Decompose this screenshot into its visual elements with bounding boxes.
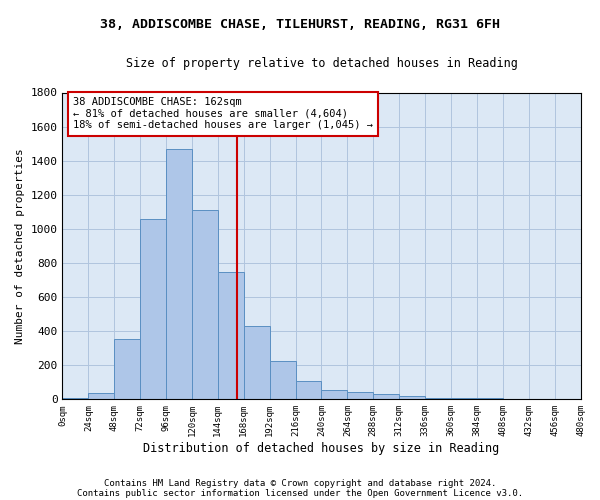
Bar bbox=[88, 394, 114, 400]
Bar bbox=[192, 210, 218, 400]
Bar bbox=[322, 390, 347, 400]
Bar bbox=[269, 361, 296, 400]
Bar bbox=[218, 272, 244, 400]
X-axis label: Distribution of detached houses by size in Reading: Distribution of detached houses by size … bbox=[143, 442, 500, 455]
Y-axis label: Number of detached properties: Number of detached properties bbox=[15, 148, 25, 344]
Bar bbox=[166, 149, 192, 400]
Text: Contains HM Land Registry data © Crown copyright and database right 2024.: Contains HM Land Registry data © Crown c… bbox=[104, 478, 496, 488]
Bar bbox=[425, 398, 451, 400]
Bar bbox=[244, 326, 269, 400]
Text: 38, ADDISCOMBE CHASE, TILEHURST, READING, RG31 6FH: 38, ADDISCOMBE CHASE, TILEHURST, READING… bbox=[100, 18, 500, 30]
Bar bbox=[399, 396, 425, 400]
Bar bbox=[140, 218, 166, 400]
Bar bbox=[62, 398, 88, 400]
Bar bbox=[477, 398, 503, 400]
Bar bbox=[451, 398, 477, 400]
Title: Size of property relative to detached houses in Reading: Size of property relative to detached ho… bbox=[125, 58, 517, 70]
Text: Contains public sector information licensed under the Open Government Licence v3: Contains public sector information licen… bbox=[77, 488, 523, 498]
Bar bbox=[373, 394, 399, 400]
Text: 38 ADDISCOMBE CHASE: 162sqm
← 81% of detached houses are smaller (4,604)
18% of : 38 ADDISCOMBE CHASE: 162sqm ← 81% of det… bbox=[73, 97, 373, 130]
Bar bbox=[296, 380, 322, 400]
Bar bbox=[114, 339, 140, 400]
Bar bbox=[347, 392, 373, 400]
